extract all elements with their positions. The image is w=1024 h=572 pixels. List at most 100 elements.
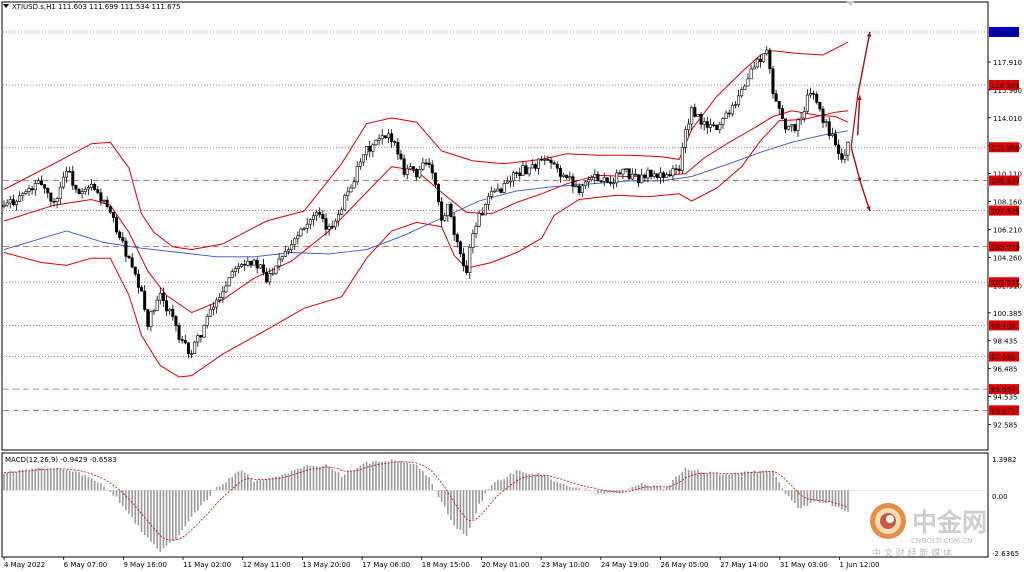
candle-body: [746, 78, 750, 87]
triangle-down-icon[interactable]: [3, 4, 9, 8]
candle-body: [330, 226, 334, 228]
candle-body: [755, 58, 759, 68]
level-tag-bg: [989, 205, 1019, 216]
candle-body: [430, 164, 434, 174]
time-tick-label: 31 May 03:00: [780, 561, 828, 569]
candle-body: [346, 191, 350, 196]
candle-body: [674, 168, 678, 170]
candle-body: [724, 112, 728, 119]
candle-body: [165, 300, 169, 312]
candle-body: [562, 174, 566, 177]
candle-body: [612, 182, 616, 185]
candle-body: [161, 292, 165, 301]
price-tick-label: 94.535: [993, 394, 1018, 402]
candle-body: [446, 203, 450, 217]
candle-body: [668, 174, 672, 177]
candle-body: [474, 225, 478, 234]
level-tag-bg: [989, 405, 1019, 416]
candle-body: [180, 339, 184, 341]
candle-body: [374, 140, 378, 146]
candle-body: [840, 153, 844, 160]
candle-body: [599, 180, 603, 183]
candle-body: [158, 292, 162, 301]
candle-body: [305, 223, 309, 229]
candle-body: [499, 188, 503, 193]
candle-body: [458, 241, 462, 255]
candle-body: [830, 133, 834, 136]
candle-body: [537, 158, 541, 169]
chart-header: XTIUSD.s,H1 111.603 111.699 111.534 111.…: [12, 3, 180, 11]
candle-body: [377, 138, 381, 141]
candle-body: [402, 158, 406, 175]
projection-up-leg: [850, 95, 859, 148]
level-tag-bg: [989, 26, 1019, 37]
candle-body: [265, 272, 269, 283]
time-tick-label: 24 May 19:00: [601, 561, 649, 569]
candle-body: [683, 129, 687, 148]
time-tick-label: 12 May 11:00: [243, 561, 291, 569]
candle-body: [699, 114, 703, 125]
candle-body: [687, 123, 691, 131]
candle-body: [812, 93, 816, 95]
candle-body: [236, 266, 240, 269]
candle-body: [365, 146, 369, 156]
candle-body: [455, 234, 459, 243]
candle-body: [624, 168, 628, 170]
candle-body: [83, 188, 87, 192]
candle-body: [358, 161, 362, 167]
candle-body: [605, 177, 609, 183]
candle-body: [727, 112, 731, 115]
candle-body: [705, 121, 709, 128]
level-tag-bg: [989, 142, 1019, 153]
candle-body: [361, 154, 365, 163]
level-tag: 105.019: [991, 243, 1020, 251]
candle-body: [205, 315, 209, 326]
candle-body: [480, 213, 484, 216]
candle-body: [524, 165, 528, 175]
time-tick-label: 20 May 01:00: [481, 561, 529, 569]
candle-body: [321, 214, 325, 219]
projection-down-arrow: [859, 182, 871, 212]
chart-shift-icon[interactable]: [846, 1, 855, 6]
candle-body: [140, 287, 144, 292]
candle-body: [799, 117, 803, 121]
candle-body: [471, 233, 475, 248]
price-tick-label: 104.260: [993, 254, 1022, 262]
time-tick-label: 6 May 07:00: [64, 561, 108, 569]
candle-body: [546, 159, 550, 161]
candle-body: [274, 265, 278, 274]
candle-body: [846, 141, 850, 156]
candle-body: [465, 265, 469, 273]
candle-body: [277, 258, 281, 267]
candle-body: [21, 193, 25, 197]
price-tick-label: 100.385: [993, 310, 1022, 318]
candle-body: [174, 316, 178, 326]
candle-body: [27, 188, 31, 192]
candle-body: [118, 231, 122, 238]
candle-body: [477, 213, 481, 227]
candle-body: [568, 176, 572, 179]
candle-body: [411, 166, 415, 170]
candle-body: [749, 68, 753, 80]
candle-body: [308, 219, 312, 225]
candle-body: [593, 174, 597, 178]
candle-body: [677, 168, 681, 171]
candle-body: [777, 101, 781, 109]
candle-body: [324, 218, 328, 230]
bollinger-middle: [3, 110, 849, 314]
candle-body: [8, 199, 12, 204]
candle-body: [130, 257, 134, 268]
time-tick-label: 11 May 02:00: [183, 561, 231, 569]
candle-body: [558, 167, 562, 177]
candle-body: [136, 273, 140, 288]
candle-body: [246, 260, 250, 266]
candle-body: [621, 168, 625, 175]
candle-body: [146, 309, 150, 327]
price-tick-label: 106.210: [993, 226, 1022, 234]
candle-body: [571, 176, 575, 187]
candle-body: [230, 271, 234, 278]
candle-body: [833, 133, 837, 146]
candle-body: [658, 172, 662, 178]
candle-body: [712, 124, 716, 126]
candle-body: [637, 174, 641, 184]
